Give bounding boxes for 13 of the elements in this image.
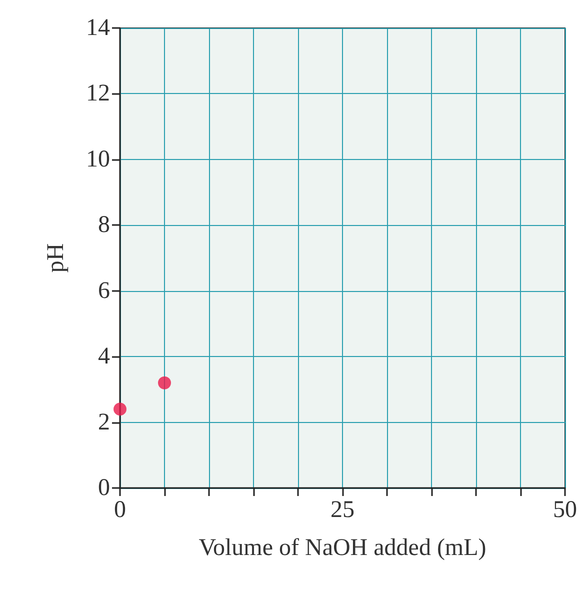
y-tick-label: 10 — [86, 146, 110, 172]
y-tick-label: 4 — [98, 344, 110, 370]
x-tick-label: 50 — [553, 497, 577, 523]
x-axis-title: Volume of NaOH added (mL) — [198, 535, 486, 561]
y-tick-label: 6 — [98, 278, 110, 304]
y-tick-label: 12 — [86, 80, 110, 107]
y-axis-title: pH — [43, 243, 69, 273]
x-tick-label: 25 — [330, 497, 354, 523]
x-tick-label: 0 — [114, 497, 126, 523]
y-tick-label: 8 — [98, 212, 110, 238]
y-tick-label: 2 — [98, 409, 110, 436]
y-tick-label: 0 — [98, 475, 110, 501]
y-tick-label: 14 — [86, 15, 110, 41]
